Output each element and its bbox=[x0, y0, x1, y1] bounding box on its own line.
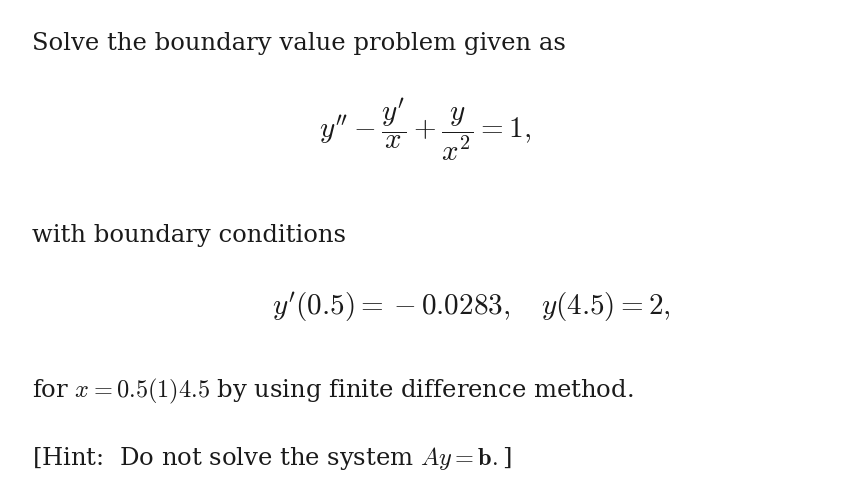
Text: $y'' - \dfrac{y'}{x} + \dfrac{y}{x^2} = 1,$: $y'' - \dfrac{y'}{x} + \dfrac{y}{x^2} = … bbox=[319, 97, 531, 164]
Text: [Hint:  Do not solve the system $Ay = \mathbf{b}.$]: [Hint: Do not solve the system $Ay = \ma… bbox=[32, 445, 512, 472]
Text: for $x = 0.5(1)4.5$ by using finite difference method.: for $x = 0.5(1)4.5$ by using finite diff… bbox=[32, 376, 634, 405]
Text: Solve the boundary value problem given as: Solve the boundary value problem given a… bbox=[32, 32, 566, 55]
Text: with boundary conditions: with boundary conditions bbox=[32, 224, 346, 247]
Text: $y'(0.5) = -0.0283, \quad y(4.5) = 2,$: $y'(0.5) = -0.0283, \quad y(4.5) = 2,$ bbox=[272, 290, 672, 325]
